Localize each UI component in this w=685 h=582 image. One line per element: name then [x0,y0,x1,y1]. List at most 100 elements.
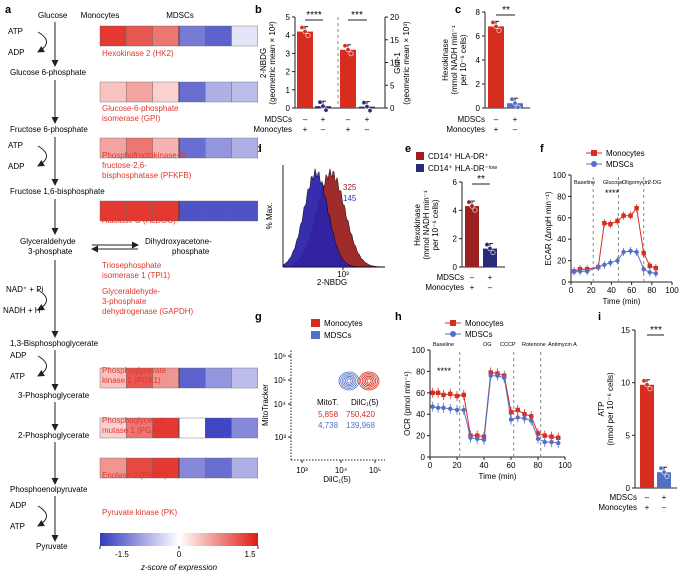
panel-h-point-mdscs [454,407,460,413]
panel-b-data-point [342,43,348,49]
panel-e-data-point [466,199,472,205]
panel-label-i: i [598,311,601,323]
enzyme-pfkfb-l3: bisphosphatase (PFKFB) [102,171,192,180]
panel-e-y-axis-label: (mmol NADH min⁻¹ [422,190,431,259]
panel-d-legend-monocytes: 325 [343,183,357,192]
panel-h-point-mdscs [515,415,520,420]
enzyme-tpi1-l2: isomerase 1 (TPI1) [102,271,170,280]
heatmap-cell [204,81,232,103]
panel-h-legend-marker-mdscs [450,331,456,337]
panel-f-point-mdscs [608,260,613,265]
panel-i-data-point [661,469,667,475]
panel-g-contour-monocytes [361,374,377,388]
panel-h-x-tick-label: 0 [428,461,433,470]
panel-h-point-monocytes [549,434,554,439]
enzyme-hk2: Hexokinase 2 (HK2) [102,49,174,58]
panel-b-row-value: – [303,115,308,124]
panel-c: 0 2 4 6 8 Hexokinase (mmol NADH min⁻¹ per 10⁻⁶ … [441,5,530,134]
panel-c-y-tick-label: 8 [476,8,481,17]
panel-c-data-point [515,104,521,110]
panel-h-point-monocytes [435,390,441,395]
panel-e-row-value: – [470,273,475,282]
panel-e-y-axis-label: Hexokinase [413,204,422,246]
panel-d-legend-mdscs: 145 [343,194,357,203]
panel-i-row-value: + [662,493,667,502]
panel-e-data-point [484,242,490,248]
panel-h-point-monocytes [441,392,446,398]
cofactor-adp-3: ADP [10,351,26,360]
heatmap-cell [178,200,206,222]
colorbar-tick-min: -1.5 [115,550,129,559]
cofactor-adp-1: ADP [8,48,24,57]
panel-b-row-value: + [303,125,308,134]
panel-b-right-y-tick-label: 10 [390,59,399,68]
panel-b-y-tick-label: 3 [286,49,291,58]
panel-b-y-tick-label: 4 [286,31,291,40]
panel-h-point-monocytes [430,390,435,395]
panel-f-sig: **** [605,188,620,198]
heatmap-cell [231,81,258,103]
panel-f-y-axis-label: ECAR (ΔmpH min⁻¹) [544,191,553,265]
panel-label-a: a [5,4,12,16]
panel-c-bar [488,26,504,108]
panel-h-y-tick-label: 40 [416,410,425,419]
cofactor-atp-3: ATP [10,372,25,381]
panel-b-data-point [320,103,326,109]
panel-h-point-mdscs [508,417,514,422]
panel-f-phase-label: Glucose [603,180,623,186]
panel-g-legend-mdscs: MDSCs [324,331,352,340]
panel-h-phase-label: CCCP [500,342,516,348]
panel-g-legend-swatch-mdscs [311,331,320,339]
metabolite-glucose: Glucose [38,11,68,20]
panel-e-row-label: MDSCs [436,273,464,282]
panel-h-point-monocytes [542,433,547,438]
panel-c-data-point [509,96,515,102]
panel-f-legend-marker-monocytes [591,150,597,156]
panel-b-row-value: – [365,125,370,134]
panel-c-y-axis-label: Hexokinase [441,39,450,81]
heatmap [99,25,258,479]
panel-f-x-tick-label: 0 [569,286,574,295]
heatmap-cell [231,367,258,389]
panel-h-point-mdscs [435,405,441,410]
panel-f-phase-label: Baseline [574,180,595,186]
panel-h-point-mdscs [488,373,493,378]
panel-f-point-mdscs [634,249,639,255]
panel-g-mitot-monocytes: 5,858 [318,410,339,419]
panel-b-row-value: + [346,125,351,134]
panel-c-y-axis-label: (mmol NADH min⁻¹ [450,25,459,94]
panel-h-point-mdscs [535,436,541,442]
panel-h-x-tick-label: 80 [534,461,543,470]
panel-h-y-tick-label: 100 [412,346,426,355]
panel-b-data-point [345,47,351,53]
panel-f-x-tick-label: 40 [607,286,616,295]
panel-f-legend-monocytes: Monocytes [606,149,645,158]
panel-i-data-point [647,386,653,392]
panel-h-point-mdscs [475,436,480,442]
panel-b-right-y-axis-label: (geometric mean × 10³) [402,21,411,105]
enzyme-pgk1-l1: Phosphoglycerate [102,366,167,375]
panel-f-y-tick-label: 40 [557,235,566,244]
panel-i-data-point [644,382,650,388]
panel-g-x-tick-label: 10³ [296,466,308,475]
panel-h-phase-label: Antimycin A [548,342,577,348]
panel-label-b: b [255,4,262,16]
cofactor-atp-1: ATP [8,27,23,36]
panel-h-point-mdscs [481,437,487,443]
enzyme-pgk1-l2: kinase 1 (PGK1) [102,376,161,385]
panel-h-sig: **** [437,366,452,376]
panel-f-y-tick-label: 60 [557,214,566,223]
panel-f-point-monocytes [634,205,639,211]
cofactor-adp-2: ADP [8,162,24,171]
panel-h-point-mdscs [522,416,527,421]
panel-c-y-tick-label: 2 [476,80,481,89]
panel-f-x-tick-label: 20 [587,286,596,295]
enzyme-gapdh-l1: Glyceraldehyde- [102,287,161,296]
panel-label-e: e [405,143,411,155]
enzyme-gpi-l1: Glucose-6-phosphate [102,104,179,113]
panel-g-y-axis-label: MitoTracker [261,384,270,426]
panel-b-right-y-tick-label: 0 [390,104,395,113]
metabolite-2-pg: 2-Phosphoglycerate [18,431,90,440]
panel-g-contour-mdscs [343,375,355,387]
